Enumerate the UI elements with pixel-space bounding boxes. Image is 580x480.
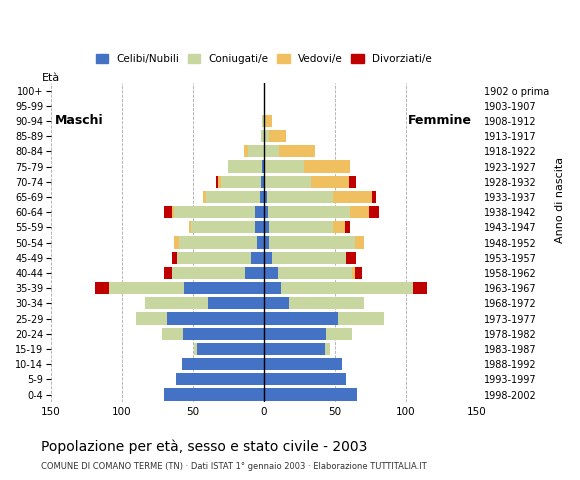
Text: Popolazione per età, sesso e stato civile - 2003: Popolazione per età, sesso e stato civil… bbox=[41, 439, 367, 454]
Bar bbox=[303, 160, 350, 173]
Bar bbox=[183, 328, 264, 340]
Y-axis label: Anno di nascita: Anno di nascita bbox=[555, 156, 565, 242]
Text: Femmine: Femmine bbox=[408, 114, 472, 128]
Bar bbox=[248, 145, 264, 157]
Bar bbox=[325, 343, 331, 355]
Bar bbox=[203, 191, 206, 203]
Bar bbox=[264, 373, 346, 385]
Bar bbox=[257, 237, 264, 249]
Bar bbox=[334, 191, 372, 203]
Text: Età: Età bbox=[42, 73, 60, 83]
Bar bbox=[264, 358, 342, 370]
Bar bbox=[351, 267, 354, 279]
Bar bbox=[270, 130, 287, 142]
Bar bbox=[334, 221, 345, 233]
Bar bbox=[349, 176, 356, 188]
Bar bbox=[264, 145, 280, 157]
Bar bbox=[326, 328, 351, 340]
Bar bbox=[262, 160, 264, 173]
Bar bbox=[270, 237, 354, 249]
Bar bbox=[350, 206, 369, 218]
Bar bbox=[182, 358, 264, 370]
Bar bbox=[251, 252, 264, 264]
Bar bbox=[172, 267, 245, 279]
Bar bbox=[188, 221, 191, 233]
Bar bbox=[264, 221, 270, 233]
Bar bbox=[264, 312, 338, 324]
Bar bbox=[172, 252, 177, 264]
Bar bbox=[270, 221, 333, 233]
Bar bbox=[272, 252, 346, 264]
Bar bbox=[354, 267, 362, 279]
Bar bbox=[289, 297, 364, 310]
Bar bbox=[136, 312, 167, 324]
Bar bbox=[265, 176, 311, 188]
Bar bbox=[264, 115, 265, 127]
Bar bbox=[194, 343, 197, 355]
Bar bbox=[346, 252, 356, 264]
Bar bbox=[191, 221, 255, 233]
Bar bbox=[197, 343, 264, 355]
Bar bbox=[219, 176, 221, 188]
Bar bbox=[206, 191, 259, 203]
Bar bbox=[264, 130, 270, 142]
Bar bbox=[264, 206, 268, 218]
Bar bbox=[264, 343, 325, 355]
Bar bbox=[109, 282, 184, 294]
Bar bbox=[264, 176, 265, 188]
Bar bbox=[264, 297, 289, 310]
Bar bbox=[338, 312, 385, 324]
Bar bbox=[179, 237, 257, 249]
Bar bbox=[264, 388, 357, 401]
Bar bbox=[262, 115, 264, 127]
Bar bbox=[165, 388, 264, 401]
Bar bbox=[311, 176, 349, 188]
Bar bbox=[267, 191, 334, 203]
Bar bbox=[261, 130, 264, 142]
Bar bbox=[281, 282, 413, 294]
Bar bbox=[144, 297, 208, 310]
Bar bbox=[175, 206, 255, 218]
Bar bbox=[264, 100, 265, 112]
Bar bbox=[184, 282, 264, 294]
Bar bbox=[268, 206, 350, 218]
Bar bbox=[167, 312, 264, 324]
Bar bbox=[95, 282, 109, 294]
Bar bbox=[176, 373, 264, 385]
Text: COMUNE DI COMANO TERME (TN) · Dati ISTAT 1° gennaio 2003 · Elaborazione TUTTITAL: COMUNE DI COMANO TERME (TN) · Dati ISTAT… bbox=[41, 462, 426, 471]
Bar bbox=[264, 282, 281, 294]
Bar bbox=[255, 206, 264, 218]
Bar bbox=[162, 328, 183, 340]
Bar bbox=[264, 160, 303, 173]
Bar bbox=[278, 267, 351, 279]
Bar bbox=[264, 328, 326, 340]
Bar bbox=[261, 176, 264, 188]
Bar bbox=[216, 176, 219, 188]
Bar bbox=[255, 221, 264, 233]
Bar bbox=[354, 237, 364, 249]
Bar bbox=[369, 206, 379, 218]
Bar bbox=[259, 191, 264, 203]
Bar bbox=[221, 176, 261, 188]
Bar bbox=[264, 252, 272, 264]
Bar bbox=[244, 145, 248, 157]
Bar bbox=[372, 191, 376, 203]
Bar bbox=[175, 237, 179, 249]
Bar bbox=[280, 145, 315, 157]
Bar bbox=[165, 267, 172, 279]
Bar bbox=[264, 191, 267, 203]
Bar bbox=[172, 206, 175, 218]
Bar bbox=[177, 252, 251, 264]
Bar bbox=[165, 206, 172, 218]
Bar bbox=[264, 267, 278, 279]
Bar bbox=[413, 282, 427, 294]
Bar bbox=[245, 267, 264, 279]
Bar bbox=[265, 115, 272, 127]
Bar bbox=[208, 297, 264, 310]
Bar bbox=[264, 237, 270, 249]
Legend: Celibi/Nubili, Coniugati/e, Vedovi/e, Divorziati/e: Celibi/Nubili, Coniugati/e, Vedovi/e, Di… bbox=[92, 50, 436, 68]
Text: Maschi: Maschi bbox=[55, 114, 104, 128]
Bar bbox=[229, 160, 262, 173]
Bar bbox=[345, 221, 350, 233]
